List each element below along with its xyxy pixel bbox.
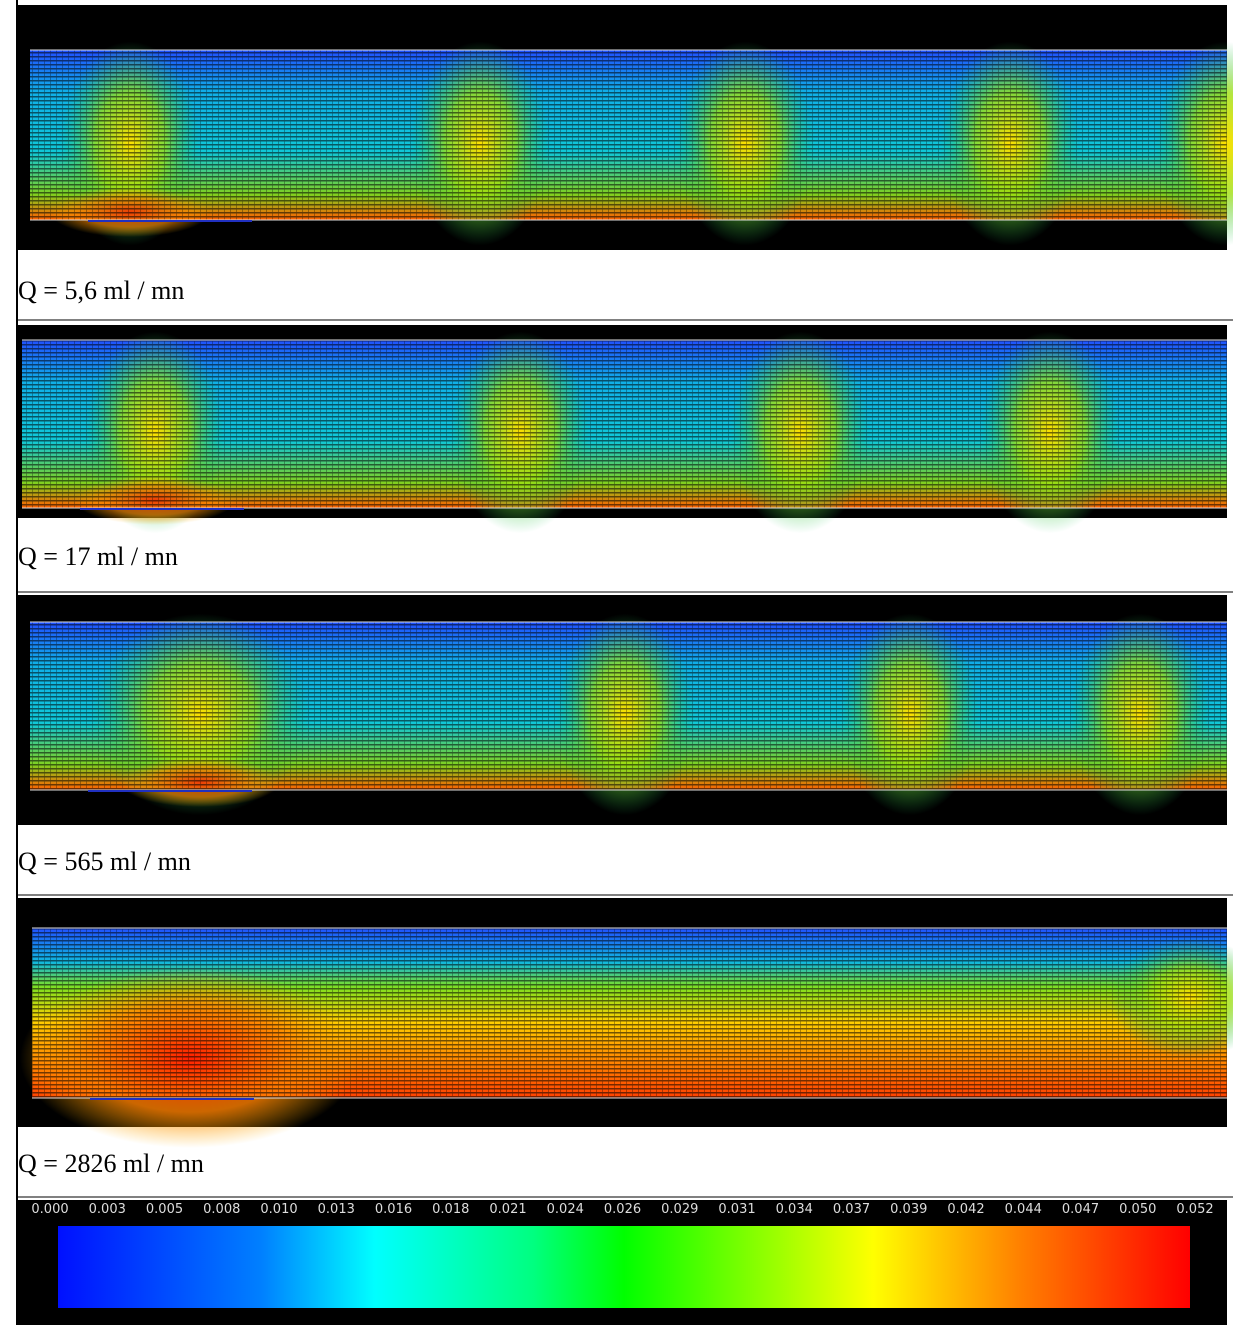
caption: Q = 2826 ml / mn — [18, 1149, 204, 1178]
flow-arrows — [22, 340, 1227, 508]
colorbar-labels: 0.000 0.003 0.005 0.008 0.010 0.013 0.016 0.018… — [31, 1202, 1213, 1217]
colorbar: 0.000 0.003 0.005 0.008 0.010 0.013 0.016 0.018… — [18, 1200, 1227, 1325]
colorbar-label: 0.034 — [776, 1202, 813, 1217]
colorbar-label: 0.005 — [146, 1202, 183, 1217]
flow-arrows — [30, 50, 1227, 220]
colorbar-label: 0.039 — [890, 1202, 927, 1217]
colorbar-label: 0.024 — [547, 1202, 584, 1217]
caption: Q = 17 ml / mn — [18, 542, 178, 571]
colorbar-label: 0.010 — [260, 1202, 297, 1217]
colorbar-label: 0.042 — [947, 1202, 984, 1217]
colorbar-label: 0.018 — [432, 1202, 469, 1217]
colorbar-label: 0.003 — [89, 1202, 126, 1217]
colorbar-gradient — [58, 1226, 1190, 1308]
flow-arrows — [32, 928, 1227, 1098]
colorbar-label: 0.000 — [31, 1202, 68, 1217]
flow-panel: Q = 5,6 ml / mn — [17, 5, 1233, 321]
colorbar-label: 0.026 — [604, 1202, 641, 1217]
flow-panel: Q = 2826 ml / mn — [17, 898, 1233, 1198]
colorbar-label: 0.021 — [489, 1202, 526, 1217]
colorbar-label: 0.029 — [661, 1202, 698, 1217]
colorbar-label: 0.013 — [318, 1202, 355, 1217]
flow-panel: Q = 17 ml / mn — [17, 325, 1233, 593]
colorbar-label: 0.044 — [1005, 1202, 1042, 1217]
colorbar-label: 0.008 — [203, 1202, 240, 1217]
colorbar-label: 0.047 — [1062, 1202, 1099, 1217]
colorbar-label: 0.050 — [1119, 1202, 1156, 1217]
colorbar-label: 0.016 — [375, 1202, 412, 1217]
colorbar-label: 0.052 — [1176, 1202, 1213, 1217]
panels: Q = 5,6 ml / mn Q = 17 ml / mn Q = 565 ml … — [17, 5, 1233, 1198]
colorbar-label: 0.037 — [833, 1202, 870, 1217]
caption: Q = 565 ml / mn — [18, 847, 191, 876]
flow-arrows — [30, 622, 1227, 790]
colorbar-label: 0.031 — [718, 1202, 755, 1217]
caption: Q = 5,6 ml / mn — [18, 276, 184, 305]
flow-panel: Q = 565 ml / mn — [17, 595, 1233, 896]
